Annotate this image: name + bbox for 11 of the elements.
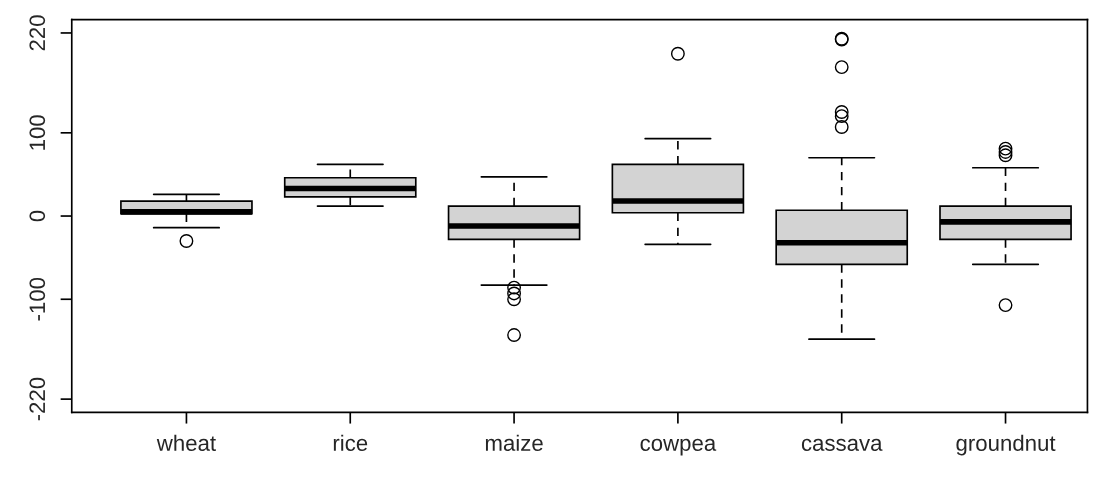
y-tick-label: -100 xyxy=(29,277,46,321)
y-tick-label: 100 xyxy=(29,115,46,150)
y-tick-label: 0 xyxy=(29,210,46,222)
x-tick-label: maize xyxy=(485,434,543,451)
y-tick-label: -220 xyxy=(29,377,46,421)
x-tick-label: wheat xyxy=(156,434,216,451)
x-tick-label: cassava xyxy=(801,438,883,451)
y-tick-label: 220 xyxy=(29,15,46,51)
x-tick-label: groundnut xyxy=(956,434,1056,456)
x-tick-label: rice xyxy=(333,434,368,451)
x-tick-label: cowpea xyxy=(640,438,717,456)
